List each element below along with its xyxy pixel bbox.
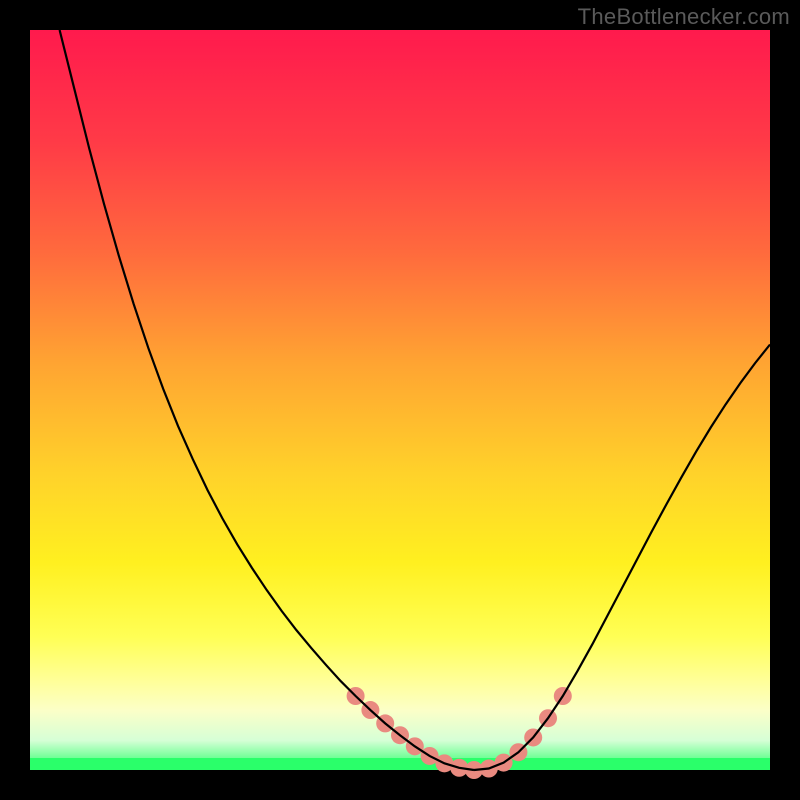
left-curve-path bbox=[60, 30, 474, 770]
chart-svg bbox=[0, 0, 800, 800]
right-curve-path bbox=[474, 345, 770, 771]
watermark-text: TheBottlenecker.com bbox=[578, 4, 790, 30]
markers-group bbox=[347, 687, 572, 779]
